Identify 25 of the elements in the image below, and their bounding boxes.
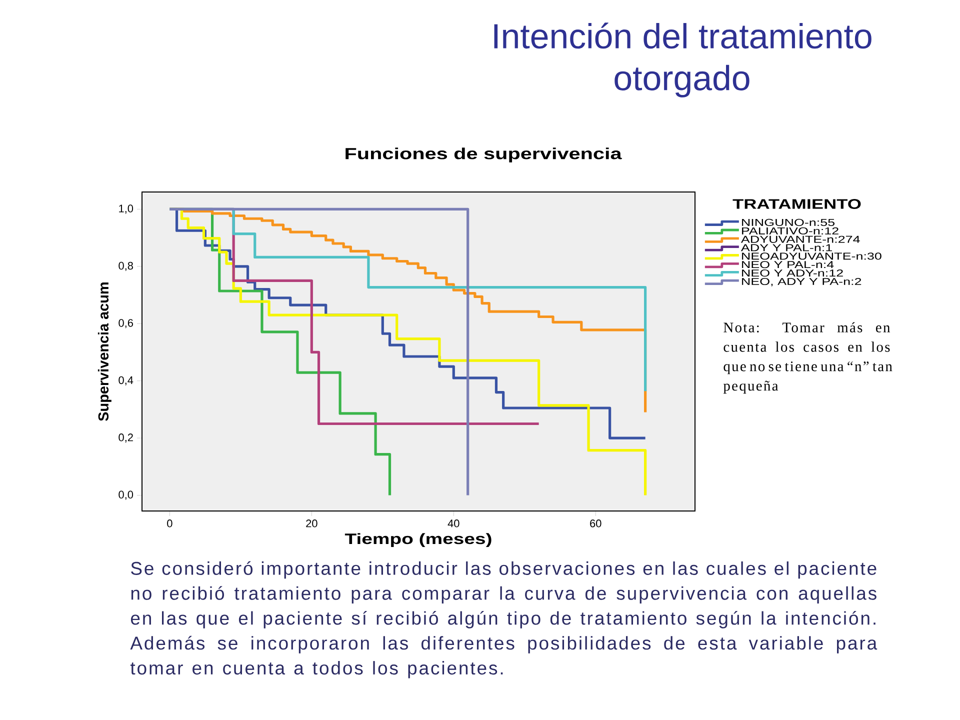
text: Se consideró importante introducir las observaciones en las cuales el paciente no recibió tratamiento para comparar la curva de supervivencia con aquellas en las que el paciente sí recibió algún tipo de tratamiento según la intención. Además se incorporaron las diferentes posibilidades de esta variable para tomar en cuenta a todos los pacientes. bbox=[130, 561, 878, 678]
y-tick-label: 1,0 bbox=[119, 204, 134, 214]
x-axis-title: Tiempo (meses) bbox=[344, 533, 492, 548]
legend-label: ADY Y PAL-n:1 bbox=[740, 244, 832, 252]
chart-title: Intención del tratamiento otorgado bbox=[494, 22, 872, 98]
legend-label: PALIATIVO-n:12 bbox=[742, 227, 838, 234]
y-tick-label: 0,6 bbox=[118, 319, 133, 328]
x-tick-label: 20 bbox=[306, 520, 318, 528]
legend-label: ADYUVANTE-n:274 bbox=[740, 236, 860, 243]
y-tick-label: 0,8 bbox=[118, 262, 133, 271]
y-tick-label: 0,2 bbox=[118, 434, 133, 443]
x-tick-label: 40 bbox=[448, 520, 460, 528]
legend-label: NEO Y PAL-n:4 bbox=[742, 261, 834, 268]
legend-label: NEO, ADY Y PA-n:2 bbox=[742, 278, 862, 286]
legend-title: TRATAMIENTO bbox=[732, 199, 861, 209]
legend-label: NINGUNO-n:55 bbox=[742, 218, 835, 226]
legend-label: NEO Y ADY-n:12 bbox=[742, 270, 843, 277]
legend-label: NEOADYUVANTE-n:30 bbox=[742, 252, 882, 260]
x-tick-label: 60 bbox=[590, 520, 602, 528]
y-axis-title: Supervivencia acum bbox=[98, 282, 112, 421]
y-tick-label: 0,0 bbox=[118, 490, 134, 500]
x-tick-label: 0 bbox=[167, 520, 172, 528]
chart-subtitle: Funciones de supervivencia bbox=[346, 148, 622, 162]
text: Nota: Tomar más en cuenta los casos en los que no se tiene una “n” tan pequeña bbox=[723, 322, 892, 394]
y-tick-label: 0,4 bbox=[118, 376, 134, 386]
